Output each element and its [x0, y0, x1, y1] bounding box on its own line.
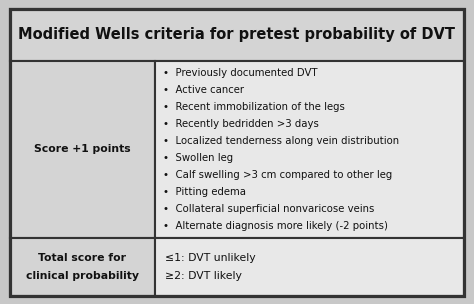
- Text: ≥2: DVT likely: ≥2: DVT likely: [165, 271, 242, 281]
- Text: •  Localized tenderness along vein distribution: • Localized tenderness along vein distri…: [163, 136, 399, 146]
- Text: Modified Wells criteria for pretest probability of DVT: Modified Wells criteria for pretest prob…: [18, 27, 456, 43]
- Text: •  Collateral superficial nonvaricose veins: • Collateral superficial nonvaricose vei…: [163, 204, 374, 214]
- Bar: [155, 238, 464, 296]
- Text: Total score for: Total score for: [38, 253, 127, 263]
- Text: •  Previously documented DVT: • Previously documented DVT: [163, 68, 318, 78]
- Text: •  Swollen leg: • Swollen leg: [163, 153, 233, 163]
- Text: ≤1: DVT unlikely: ≤1: DVT unlikely: [165, 253, 255, 263]
- Text: •  Recent immobilization of the legs: • Recent immobilization of the legs: [163, 102, 345, 112]
- Bar: [155, 61, 464, 238]
- Text: •  Active cancer: • Active cancer: [163, 85, 244, 95]
- Text: •  Calf swelling >3 cm compared to other leg: • Calf swelling >3 cm compared to other …: [163, 170, 392, 180]
- Bar: [10, 61, 155, 238]
- Text: •  Alternate diagnosis more likely (-2 points): • Alternate diagnosis more likely (-2 po…: [163, 220, 388, 230]
- Bar: [10, 9, 464, 61]
- Text: •  Recently bedridden >3 days: • Recently bedridden >3 days: [163, 119, 319, 129]
- Text: Score +1 points: Score +1 points: [34, 144, 131, 154]
- Bar: [10, 238, 155, 296]
- Text: •  Pitting edema: • Pitting edema: [163, 187, 246, 197]
- Text: clinical probability: clinical probability: [26, 271, 139, 281]
